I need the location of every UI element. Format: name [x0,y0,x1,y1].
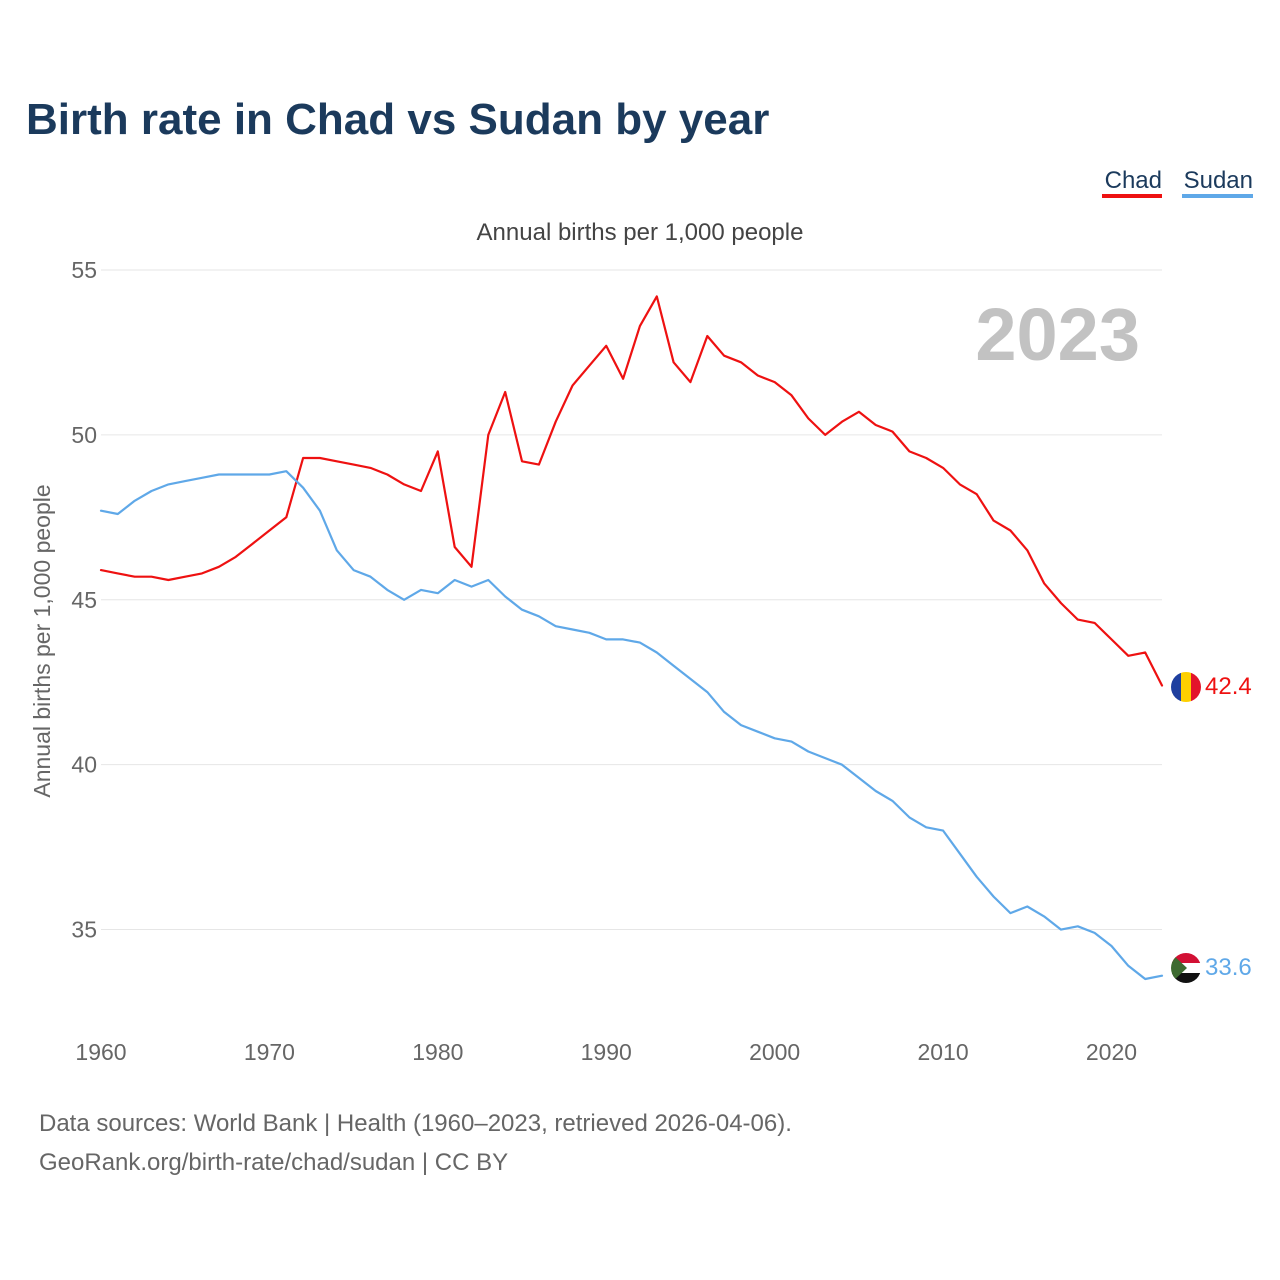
y-tick-label: 45 [71,587,97,613]
legend-label-chad[interactable]: Chad [1105,167,1162,194]
legend: Chad Sudan [1102,167,1253,198]
footer-source: Data sources: World Bank | Health (1960–… [39,1110,792,1137]
chad-flag-icon [1171,672,1201,702]
footer-link[interactable]: GeoRank.org/birth-rate/chad/sudan | CC B… [39,1149,508,1176]
legend-item-chad[interactable]: Chad [1102,167,1162,198]
chad-end-value: 42.4 [1205,673,1252,700]
series-line-sudan[interactable] [99,470,1164,981]
y-axis-label: Annual births per 1,000 people [29,484,55,797]
current-year-label: 2023 [975,293,1140,376]
x-tick-label: 2010 [917,1039,968,1065]
gridlines [101,269,1162,931]
x-tick-label: 1960 [75,1039,126,1065]
x-tick-label: 1980 [412,1039,463,1065]
x-tick-label: 1970 [244,1039,295,1065]
x-tick-label: 2020 [1086,1039,1137,1065]
sudan-end-value: 33.6 [1205,954,1252,981]
series-line-chad[interactable] [99,295,1164,687]
y-tick-label: 50 [71,422,97,448]
legend-label-sudan[interactable]: Sudan [1184,167,1253,194]
x-axis-ticks: 1960 1970 1980 1990 2000 2010 2020 [75,1039,1137,1065]
series-lines [99,295,1164,981]
x-tick-label: 2000 [749,1039,800,1065]
y-axis-ticks: 35 40 45 50 55 [71,257,97,943]
y-tick-label: 40 [71,752,97,778]
y-tick-label: 35 [71,917,97,943]
legend-item-sudan[interactable]: Sudan [1182,167,1253,198]
x-tick-label: 1990 [581,1039,632,1065]
chart-subtitle: Annual births per 1,000 people [477,219,804,246]
chart-title: Birth rate in Chad vs Sudan by year [26,95,769,144]
sudan-flag-icon [1171,953,1201,983]
y-tick-label: 55 [71,257,97,283]
